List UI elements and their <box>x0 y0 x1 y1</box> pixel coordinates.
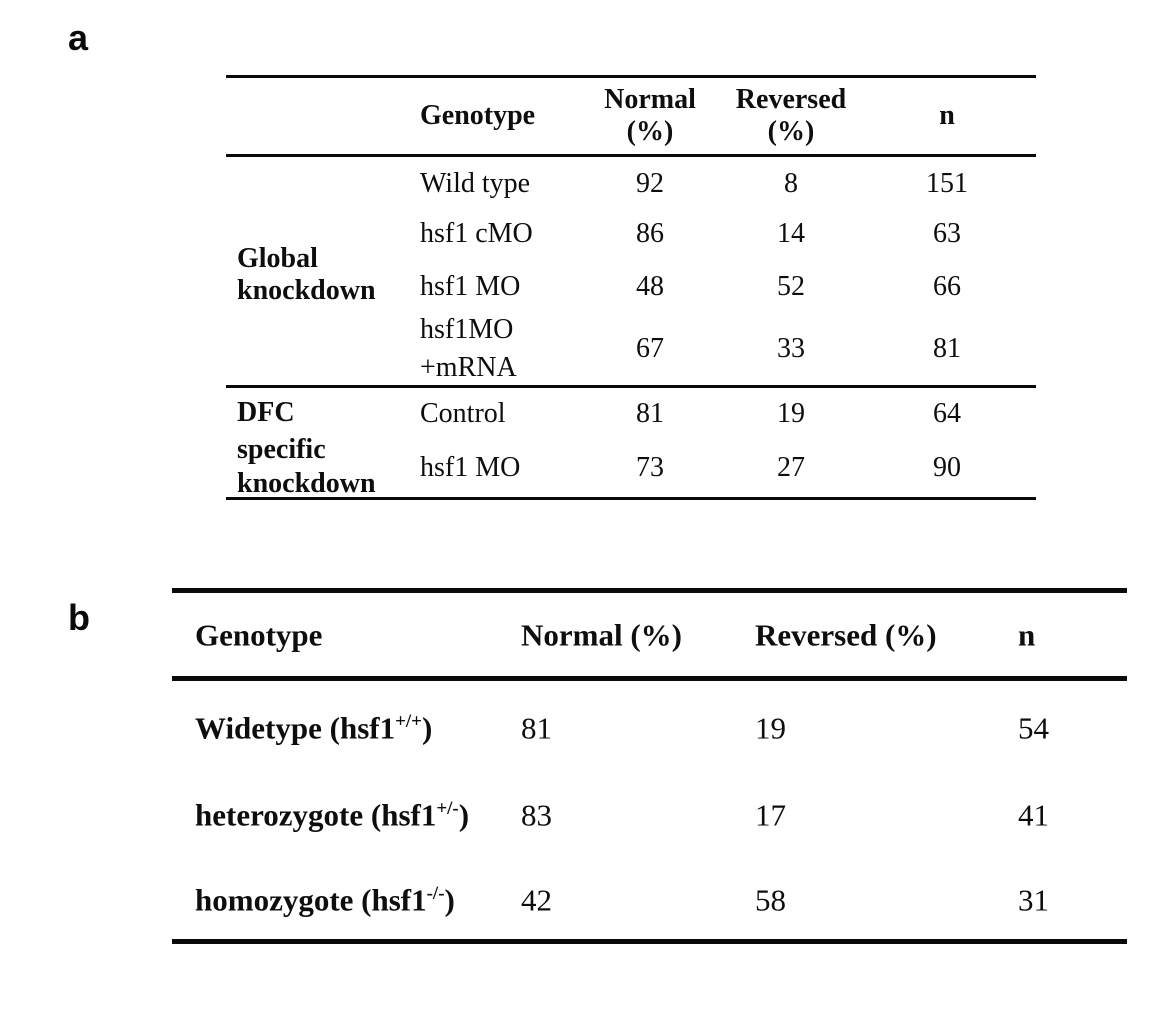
table-b-header-rule <box>172 676 1127 681</box>
table-b-top-rule <box>172 588 1127 593</box>
table-a-header-reversed-line1: Reversed <box>735 84 847 115</box>
table-a-cell-reversed: 33 <box>777 333 805 364</box>
table-b-bottom-rule <box>172 939 1127 944</box>
table-a-header-normal-line1: Normal <box>604 84 696 115</box>
table-a-cell-reversed: 52 <box>777 271 805 302</box>
table-a-cell-n: 81 <box>933 333 961 364</box>
table-b-cell-reversed: 19 <box>755 710 786 746</box>
panel-a-label: a <box>68 17 89 58</box>
genotype-close-paren: ) <box>458 797 470 833</box>
table-a-header-rule <box>226 154 1036 157</box>
genotype-allele-superscript: -/- <box>426 883 445 905</box>
genotype-close-paren: ) <box>422 710 433 746</box>
table-a-cell-genotype: hsf1 MO <box>420 452 521 483</box>
genotype-name: heterozygote (hsf1 <box>195 797 437 833</box>
table-a-group-rule <box>226 385 1036 388</box>
table-a-group2-label-line3: knockdown <box>237 468 376 499</box>
table-b-cell-normal: 83 <box>521 797 552 833</box>
table-a-cell-reversed: 8 <box>784 168 798 199</box>
table-b-header-genotype: Genotype <box>195 617 323 653</box>
table-a-bottom-rule <box>226 497 1036 500</box>
table-a-cell-normal: 81 <box>636 398 664 429</box>
table-a-group1-label-line2: knockdown <box>237 275 376 306</box>
panel-b-label: b <box>68 597 90 638</box>
table-a-cell-n: 66 <box>933 271 961 302</box>
table-a-cell-genotype-line2: +mRNA <box>420 352 517 383</box>
table-a-cell-normal: 48 <box>636 271 664 302</box>
table-a-cell-normal: 86 <box>636 218 664 249</box>
table-a-header-reversed-line2: (%) <box>767 116 815 147</box>
table-a-header-genotype: Genotype <box>420 100 536 131</box>
table-a-cell-genotype-line1: hsf1MO <box>420 314 514 345</box>
table-a-cell-reversed: 19 <box>777 398 805 429</box>
table-a-cell-n: 63 <box>933 218 961 249</box>
genotype-allele-superscript: +/- <box>436 798 459 820</box>
table-a-top-rule <box>226 75 1036 78</box>
genotype-allele-superscript: +/+ <box>395 711 423 733</box>
table-b-cell-normal: 81 <box>521 710 552 746</box>
table-a-cell-normal: 67 <box>636 333 664 364</box>
table-a-cell-genotype: hsf1 MO <box>420 271 521 302</box>
table-a-header-normal-line2: (%) <box>626 116 674 147</box>
table-a-group1-label-line1: Global <box>237 243 318 274</box>
table-a-group2-label-line1: DFC <box>237 397 295 428</box>
table-a-cell-genotype: Wild type <box>420 168 531 199</box>
table-a-cell-genotype: hsf1 cMO <box>420 218 533 249</box>
table-a-cell-genotype: Control <box>420 398 506 429</box>
table-a-cell-reversed: 27 <box>777 452 805 483</box>
table-b-cell-genotype: Widetype (hsf1+/+) <box>195 710 433 746</box>
genotype-close-paren: ) <box>444 882 455 918</box>
table-b-cell-reversed: 58 <box>755 882 786 918</box>
genotype-name: Widetype (hsf1 <box>195 710 396 746</box>
table-a-cell-normal: 92 <box>636 168 664 199</box>
table-a-cell-n: 64 <box>933 398 961 429</box>
table-a-cell-reversed: 14 <box>777 218 805 249</box>
table-b-cell-n: 54 <box>1018 710 1049 746</box>
table-b-cell-n: 41 <box>1018 797 1049 833</box>
table-a-cell-n: 151 <box>926 168 968 199</box>
table-a-header-n: n <box>939 100 955 131</box>
table-b-header-n: n <box>1018 617 1036 653</box>
table-b-cell-genotype: homozygote (hsf1-/-) <box>195 882 455 918</box>
table-b-cell-reversed: 17 <box>755 797 786 833</box>
table-a-cell-normal: 73 <box>636 452 664 483</box>
table-b-cell-genotype: heterozygote (hsf1+/-) <box>195 797 470 833</box>
table-b-header-normal: Normal (%) <box>521 617 682 653</box>
table-b-cell-normal: 42 <box>521 882 552 918</box>
table-b-header-reversed: Reversed (%) <box>755 617 937 653</box>
genotype-name: homozygote (hsf1 <box>195 882 427 918</box>
table-a-cell-n: 90 <box>933 452 961 483</box>
table-b-cell-n: 31 <box>1018 882 1049 918</box>
table-a-group2-label-line2: specific <box>237 434 326 465</box>
